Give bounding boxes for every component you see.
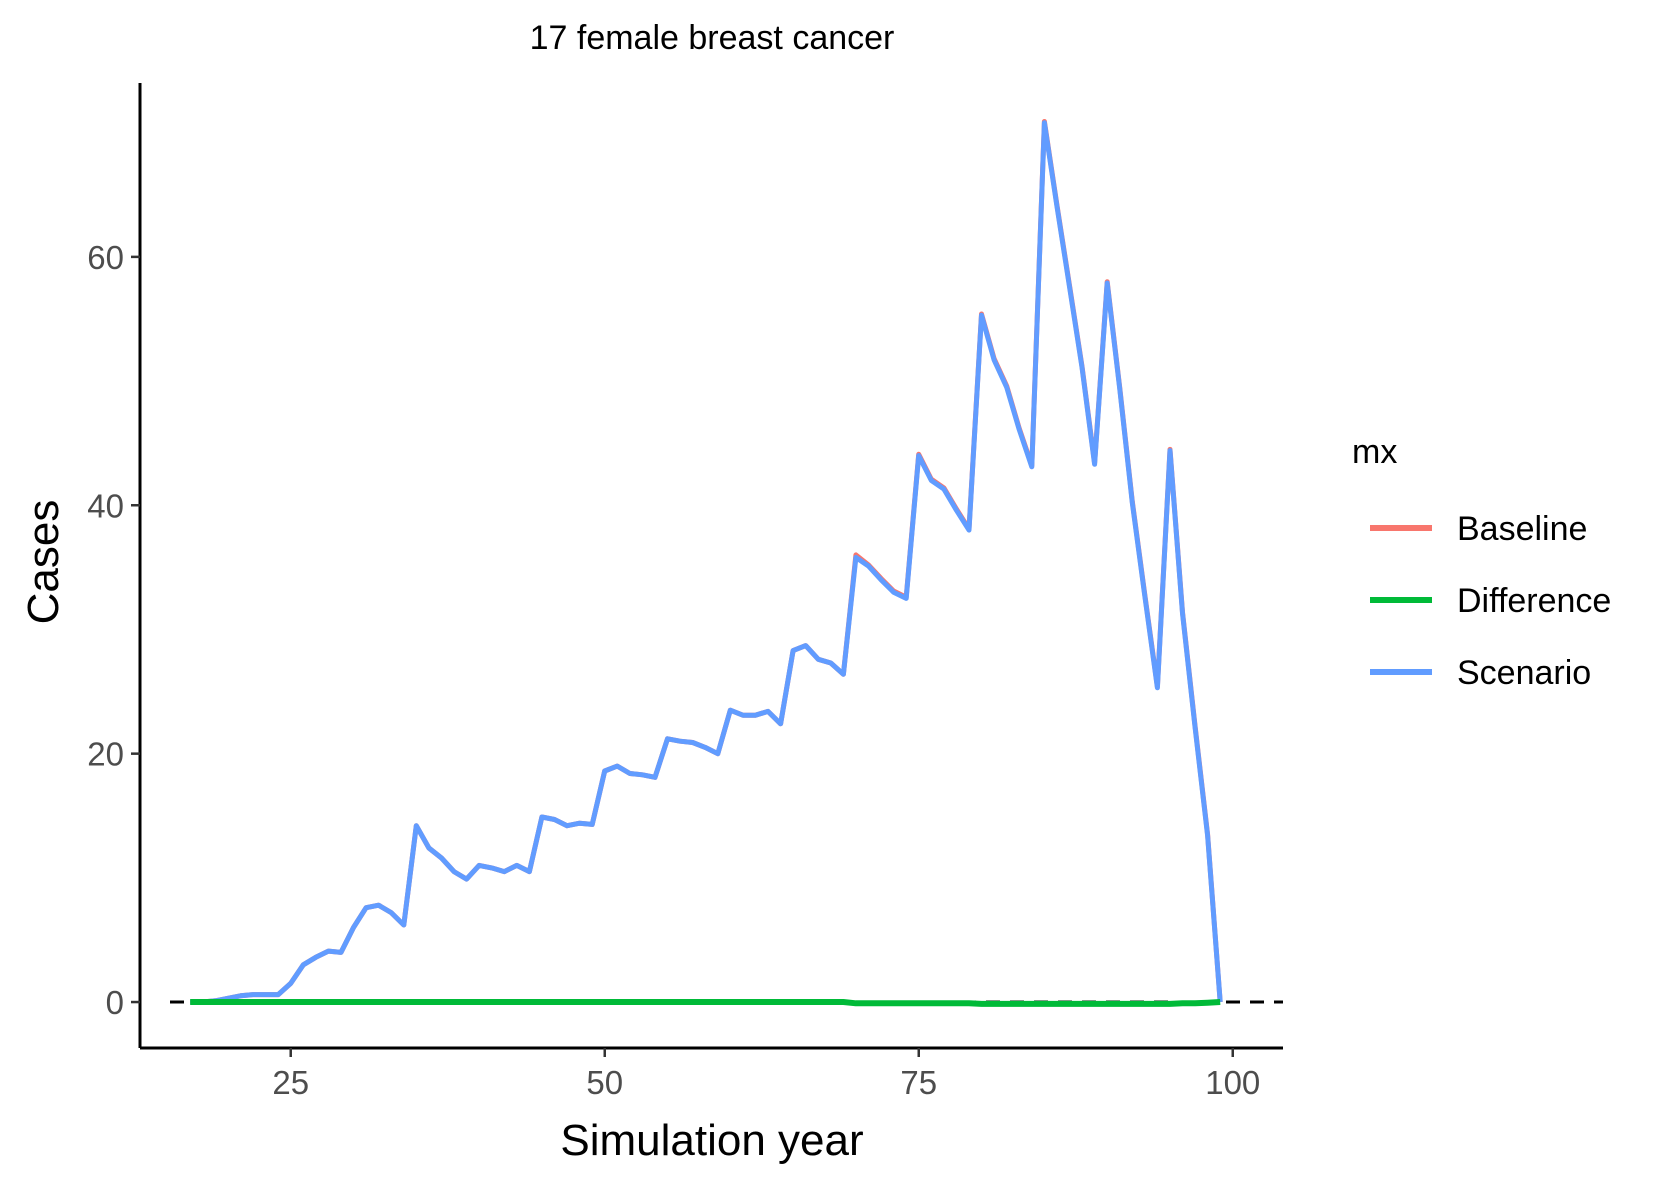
- x-tick-label: 100: [1205, 1064, 1260, 1101]
- legend-label-difference: Difference: [1457, 582, 1611, 620]
- legend: mx Baseline Difference Scenario: [1352, 433, 1611, 692]
- y-tick-label: 0: [106, 984, 124, 1021]
- legend-item-difference: Difference: [1370, 582, 1611, 620]
- x-axis-title: Simulation year: [560, 1116, 863, 1165]
- legend-label-scenario: Scenario: [1457, 654, 1591, 692]
- legend-title: mx: [1352, 433, 1397, 471]
- series-line-scenario: [190, 120, 1223, 1005]
- y-tick-label: 20: [87, 736, 124, 773]
- y-axis-title: Cases: [19, 500, 68, 625]
- axes: 0 20 40 60 25 50 75 100: [87, 83, 1283, 1101]
- series-line-difference: [190, 999, 1221, 1007]
- legend-item-baseline: Baseline: [1370, 510, 1587, 548]
- chart-title: 17 female breast cancer: [530, 19, 895, 57]
- legend-label-baseline: Baseline: [1457, 510, 1587, 548]
- plot-area: [170, 119, 1283, 1007]
- x-tick-label: 75: [900, 1064, 937, 1101]
- y-tick-label: 60: [87, 239, 124, 276]
- legend-item-scenario: Scenario: [1370, 654, 1591, 692]
- y-tick-label: 40: [87, 487, 124, 524]
- x-tick-label: 50: [586, 1064, 623, 1101]
- x-tick-label: 25: [272, 1064, 309, 1101]
